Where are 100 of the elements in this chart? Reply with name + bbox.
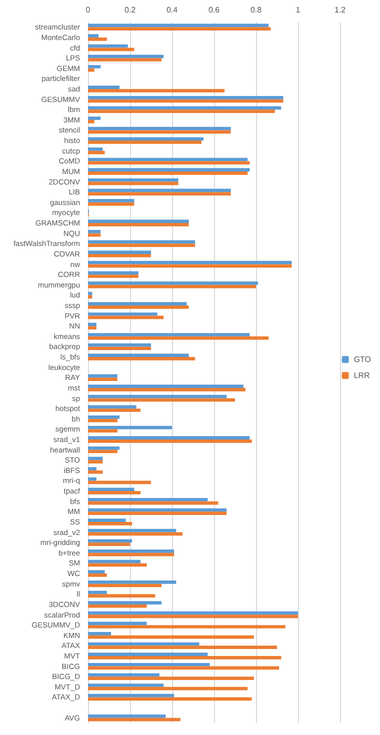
bar xyxy=(88,86,120,90)
bar xyxy=(88,574,107,577)
x-tick-label: 0.4 xyxy=(166,6,178,14)
bar xyxy=(88,346,151,350)
bar xyxy=(88,260,292,264)
bar xyxy=(88,563,147,567)
bar xyxy=(88,68,94,72)
bar xyxy=(88,642,200,646)
bar xyxy=(88,150,105,154)
bar xyxy=(88,418,118,422)
bar xyxy=(88,223,189,226)
bar xyxy=(88,148,103,151)
bar xyxy=(88,284,256,288)
bar xyxy=(88,398,235,402)
bar xyxy=(88,302,187,306)
bar xyxy=(88,37,107,41)
bar xyxy=(88,89,224,92)
bar xyxy=(88,230,101,234)
bar xyxy=(88,594,156,598)
bar xyxy=(88,244,196,247)
bar xyxy=(88,450,118,454)
bar xyxy=(88,384,244,388)
x-tick-label: 1 xyxy=(296,6,301,14)
x-tick-label: 1.2 xyxy=(334,6,346,14)
bar xyxy=(88,326,96,330)
legend-label: GTO xyxy=(354,355,371,364)
bar xyxy=(88,580,176,584)
bar xyxy=(88,343,151,347)
bar xyxy=(88,178,178,182)
bar xyxy=(88,542,130,546)
bar xyxy=(88,254,151,258)
bar xyxy=(88,202,134,206)
bar xyxy=(88,27,271,31)
bar xyxy=(88,714,166,718)
bar xyxy=(88,460,103,464)
bar xyxy=(88,116,101,120)
bar xyxy=(88,467,96,470)
bar xyxy=(88,426,172,430)
bar xyxy=(88,271,138,275)
bar xyxy=(88,684,164,687)
bar xyxy=(88,532,182,536)
bar xyxy=(88,394,227,398)
bar xyxy=(88,322,96,326)
bar xyxy=(88,65,101,68)
bar xyxy=(88,336,269,340)
bar xyxy=(88,676,254,680)
bar xyxy=(88,137,204,141)
bar xyxy=(88,182,178,186)
bar xyxy=(88,408,140,412)
bar xyxy=(88,632,112,636)
bar xyxy=(88,552,174,556)
bar xyxy=(88,440,252,443)
bar xyxy=(88,604,147,608)
bar xyxy=(88,480,151,484)
bar xyxy=(88,161,250,165)
bar xyxy=(88,470,103,474)
bar xyxy=(88,357,196,360)
bar xyxy=(88,250,151,254)
bar xyxy=(88,622,147,626)
bar xyxy=(88,374,118,378)
bar xyxy=(88,34,98,38)
bar xyxy=(88,625,286,628)
bar xyxy=(88,171,248,175)
bar xyxy=(88,354,189,358)
bar xyxy=(88,295,92,299)
bar xyxy=(88,477,96,481)
bar xyxy=(88,601,162,604)
bar xyxy=(88,656,282,660)
bar xyxy=(88,614,298,618)
bar xyxy=(88,274,138,278)
bar xyxy=(88,584,162,588)
bar xyxy=(88,697,252,701)
bar xyxy=(88,378,118,382)
bar xyxy=(88,662,210,666)
bar xyxy=(88,312,158,316)
bar xyxy=(88,188,231,192)
bar xyxy=(88,635,254,639)
x-tick-label: 0.2 xyxy=(124,6,136,14)
bar xyxy=(88,590,107,594)
bar xyxy=(88,488,134,492)
bar xyxy=(88,673,160,677)
x-tick-label: 0.6 xyxy=(208,6,220,14)
bar xyxy=(88,522,132,526)
bar xyxy=(88,405,136,409)
bar xyxy=(88,54,164,58)
bar xyxy=(88,550,174,553)
bar xyxy=(88,570,105,574)
bar xyxy=(88,436,250,440)
bar xyxy=(88,96,284,100)
bar xyxy=(88,110,275,113)
bar xyxy=(88,498,208,502)
bar xyxy=(88,99,284,103)
bar xyxy=(88,192,231,196)
bar xyxy=(88,168,250,172)
bar xyxy=(88,646,277,650)
bar xyxy=(88,44,128,48)
bar xyxy=(88,528,176,532)
bar xyxy=(88,611,298,615)
bar xyxy=(88,282,258,285)
bar xyxy=(88,491,140,494)
